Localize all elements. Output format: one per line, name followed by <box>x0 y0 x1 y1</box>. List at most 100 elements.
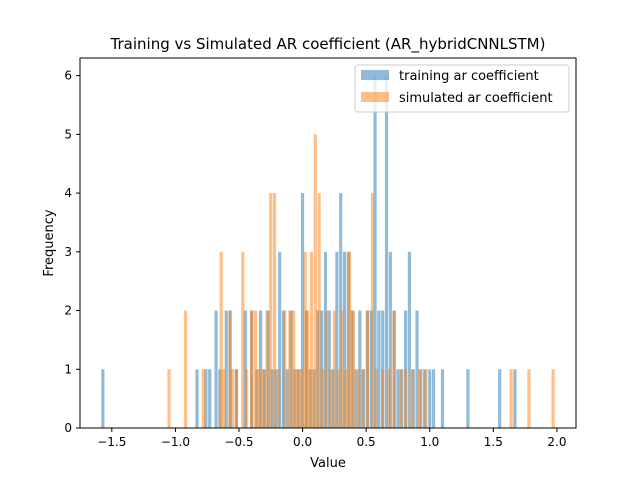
x-tick-label: 1.5 <box>484 435 503 449</box>
y-tick-label: 5 <box>64 127 72 141</box>
histogram-bar-simulated <box>201 369 205 428</box>
y-tick-label: 3 <box>64 245 72 259</box>
histogram-bar-training <box>466 369 470 428</box>
histogram-bar-simulated <box>381 369 385 428</box>
y-tick-label: 6 <box>64 69 72 83</box>
histogram-bar-simulated <box>348 251 352 428</box>
histogram-bar-simulated <box>317 193 321 428</box>
histogram-bar-simulated <box>332 310 336 428</box>
histogram-bar-simulated <box>231 369 235 428</box>
histogram-bar-simulated <box>303 251 307 428</box>
x-tick-label: 0.5 <box>357 435 376 449</box>
histogram-bar-training <box>224 310 228 428</box>
histogram-bar-training <box>285 369 289 428</box>
histogram-bar-training <box>373 75 377 429</box>
histogram-bar-simulated <box>328 369 333 428</box>
histogram-bar-training <box>300 193 305 428</box>
chart-title: Training vs Simulated AR coefficient (AR… <box>110 35 546 54</box>
histogram-bar-training <box>101 369 105 428</box>
legend-swatch-training <box>361 70 389 80</box>
x-axis: −1.5 −1.0 −0.5 0.0 0.5 1.0 1.5 2.0 <box>97 428 566 449</box>
x-tick-label: 1.0 <box>420 435 439 449</box>
histogram-bar-simulated <box>245 369 249 428</box>
histogram-bar-simulated <box>292 310 296 428</box>
plot-frame <box>79 57 577 429</box>
legend-label-training: training ar coefficient <box>399 69 539 84</box>
legend-label-simulated: simulated ar coefficient <box>399 91 553 106</box>
histogram-bar-simulated <box>410 369 414 428</box>
x-tick-label: −1.0 <box>161 435 190 449</box>
histogram-bar-training <box>440 369 445 428</box>
histogram-bar-training <box>388 251 392 428</box>
histogram-bar-training <box>407 251 411 428</box>
histogram-bar-simulated <box>424 369 428 428</box>
histogram-bar-simulated <box>356 369 361 428</box>
histogram-bar-simulated <box>222 369 226 428</box>
histogram-bar-simulated <box>219 251 223 428</box>
histogram-bar-training <box>204 369 208 428</box>
histogram-bar-simulated <box>228 310 232 428</box>
y-axis: 0 1 2 3 4 5 6 <box>64 69 80 435</box>
histogram-bar-simulated <box>365 310 370 428</box>
histogram-bar-simulated <box>306 310 310 428</box>
histogram-bar-training <box>214 310 218 428</box>
histogram-bar-simulated <box>269 193 273 428</box>
histogram-bar-simulated <box>403 369 408 428</box>
histogram-bar-training <box>377 310 381 428</box>
histogram-bar-training <box>431 369 436 428</box>
y-tick-label: 0 <box>64 421 72 435</box>
histogram-bar-training <box>415 310 419 428</box>
histogram-bar-training <box>498 369 502 428</box>
histogram-bar-training <box>208 369 212 428</box>
histogram-bar-simulated <box>551 369 555 428</box>
x-tick-label: −1.5 <box>97 435 126 449</box>
histogram-bar-training <box>428 369 432 428</box>
histogram-bar-training <box>513 369 517 428</box>
legend: training ar coefficient simulated ar coe… <box>354 64 570 113</box>
histogram-bar-simulated <box>351 310 356 428</box>
histogram-bar-simulated <box>309 251 314 428</box>
histogram-bar-simulated <box>234 369 239 428</box>
histogram-bar-simulated <box>325 310 329 428</box>
bars-layer <box>101 75 555 429</box>
histogram-bar-simulated <box>250 310 254 428</box>
histogram-bar-simulated <box>392 310 396 428</box>
x-axis-label: Value <box>310 456 346 471</box>
histogram-bar-simulated <box>336 369 340 428</box>
histogram-bar-simulated <box>313 134 317 428</box>
histogram-bar-simulated <box>272 193 277 428</box>
histogram-bar-simulated <box>283 310 287 428</box>
histogram-bar-simulated <box>276 369 280 428</box>
histogram-bar-simulated <box>527 369 531 428</box>
histogram-bar-simulated <box>398 369 403 428</box>
y-tick-label: 4 <box>64 186 72 200</box>
histogram-bar-simulated <box>370 193 375 428</box>
x-tick-label: 0.0 <box>293 435 312 449</box>
histogram-bar-simulated <box>265 310 269 428</box>
histogram-bar-simulated <box>288 310 292 428</box>
x-tick-label: −0.5 <box>224 435 253 449</box>
histogram-bar-training <box>342 251 347 428</box>
histogram-bar-simulated <box>261 369 265 428</box>
histogram-bar-simulated <box>183 310 188 428</box>
y-tick-label: 1 <box>64 362 72 376</box>
histogram-bar-training <box>384 75 389 429</box>
histogram-bar-simulated <box>509 369 513 428</box>
y-tick-label: 2 <box>64 304 72 318</box>
histogram-bar-simulated <box>340 310 344 428</box>
x-tick-label: 2.0 <box>547 435 566 449</box>
legend-box <box>354 64 570 113</box>
histogram-bar-simulated <box>299 369 303 428</box>
histogram-bar-simulated <box>360 369 364 428</box>
histogram-bar-simulated <box>167 369 171 428</box>
histogram-bar-simulated <box>387 369 391 428</box>
histogram-bar-simulated <box>321 369 325 428</box>
histogram-bar-simulated <box>374 369 378 428</box>
histogram-bar-simulated <box>257 369 261 428</box>
histogram-bar-simulated <box>241 251 245 428</box>
histogram-bar-simulated <box>344 369 348 428</box>
histogram-bar-training <box>396 369 400 428</box>
histogram-bar-training <box>335 251 339 428</box>
